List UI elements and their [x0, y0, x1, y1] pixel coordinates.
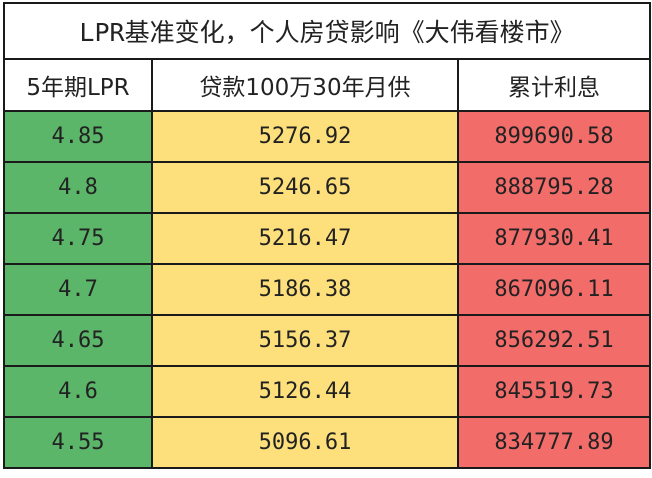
lpr-mortgage-table: LPR基准变化，个人房贷影响《大伟看楼市》 5年期LPR 贷款100万30年月供… — [3, 2, 651, 469]
header-lpr: 5年期LPR — [3, 58, 153, 112]
table-row: 4.65 5156.37 856292.51 — [3, 314, 651, 367]
total-interest-cell: 877930.41 — [457, 212, 651, 265]
lpr-cell: 4.8 — [3, 161, 153, 214]
monthly-payment-cell: 5276.92 — [151, 110, 459, 163]
table-row: 4.55 5096.61 834777.89 — [3, 416, 651, 469]
lpr-cell: 4.75 — [3, 212, 153, 265]
table-row: 4.7 5186.38 867096.11 — [3, 263, 651, 316]
lpr-cell: 4.85 — [3, 110, 153, 163]
table-title: LPR基准变化，个人房贷影响《大伟看楼市》 — [3, 2, 651, 60]
monthly-payment-cell: 5246.65 — [151, 161, 459, 214]
total-interest-cell: 845519.73 — [457, 365, 651, 418]
table-row: 4.75 5216.47 877930.41 — [3, 212, 651, 265]
monthly-payment-cell: 5126.44 — [151, 365, 459, 418]
monthly-payment-cell: 5216.47 — [151, 212, 459, 265]
total-interest-cell: 834777.89 — [457, 416, 651, 469]
total-interest-cell: 856292.51 — [457, 314, 651, 367]
total-interest-cell: 888795.28 — [457, 161, 651, 214]
monthly-payment-cell: 5156.37 — [151, 314, 459, 367]
total-interest-cell: 899690.58 — [457, 110, 651, 163]
lpr-cell: 4.7 — [3, 263, 153, 316]
title-row: LPR基准变化，个人房贷影响《大伟看楼市》 — [3, 2, 651, 60]
monthly-payment-cell: 5096.61 — [151, 416, 459, 469]
total-interest-cell: 867096.11 — [457, 263, 651, 316]
header-total-interest: 累计利息 — [457, 58, 651, 112]
table-row: 4.8 5246.65 888795.28 — [3, 161, 651, 214]
header-row: 5年期LPR 贷款100万30年月供 累计利息 — [3, 58, 651, 112]
lpr-cell: 4.65 — [3, 314, 153, 367]
table-row: 4.85 5276.92 899690.58 — [3, 110, 651, 163]
lpr-cell: 4.6 — [3, 365, 153, 418]
monthly-payment-cell: 5186.38 — [151, 263, 459, 316]
table-row: 4.6 5126.44 845519.73 — [3, 365, 651, 418]
lpr-cell: 4.55 — [3, 416, 153, 469]
header-monthly-payment: 贷款100万30年月供 — [151, 58, 459, 112]
